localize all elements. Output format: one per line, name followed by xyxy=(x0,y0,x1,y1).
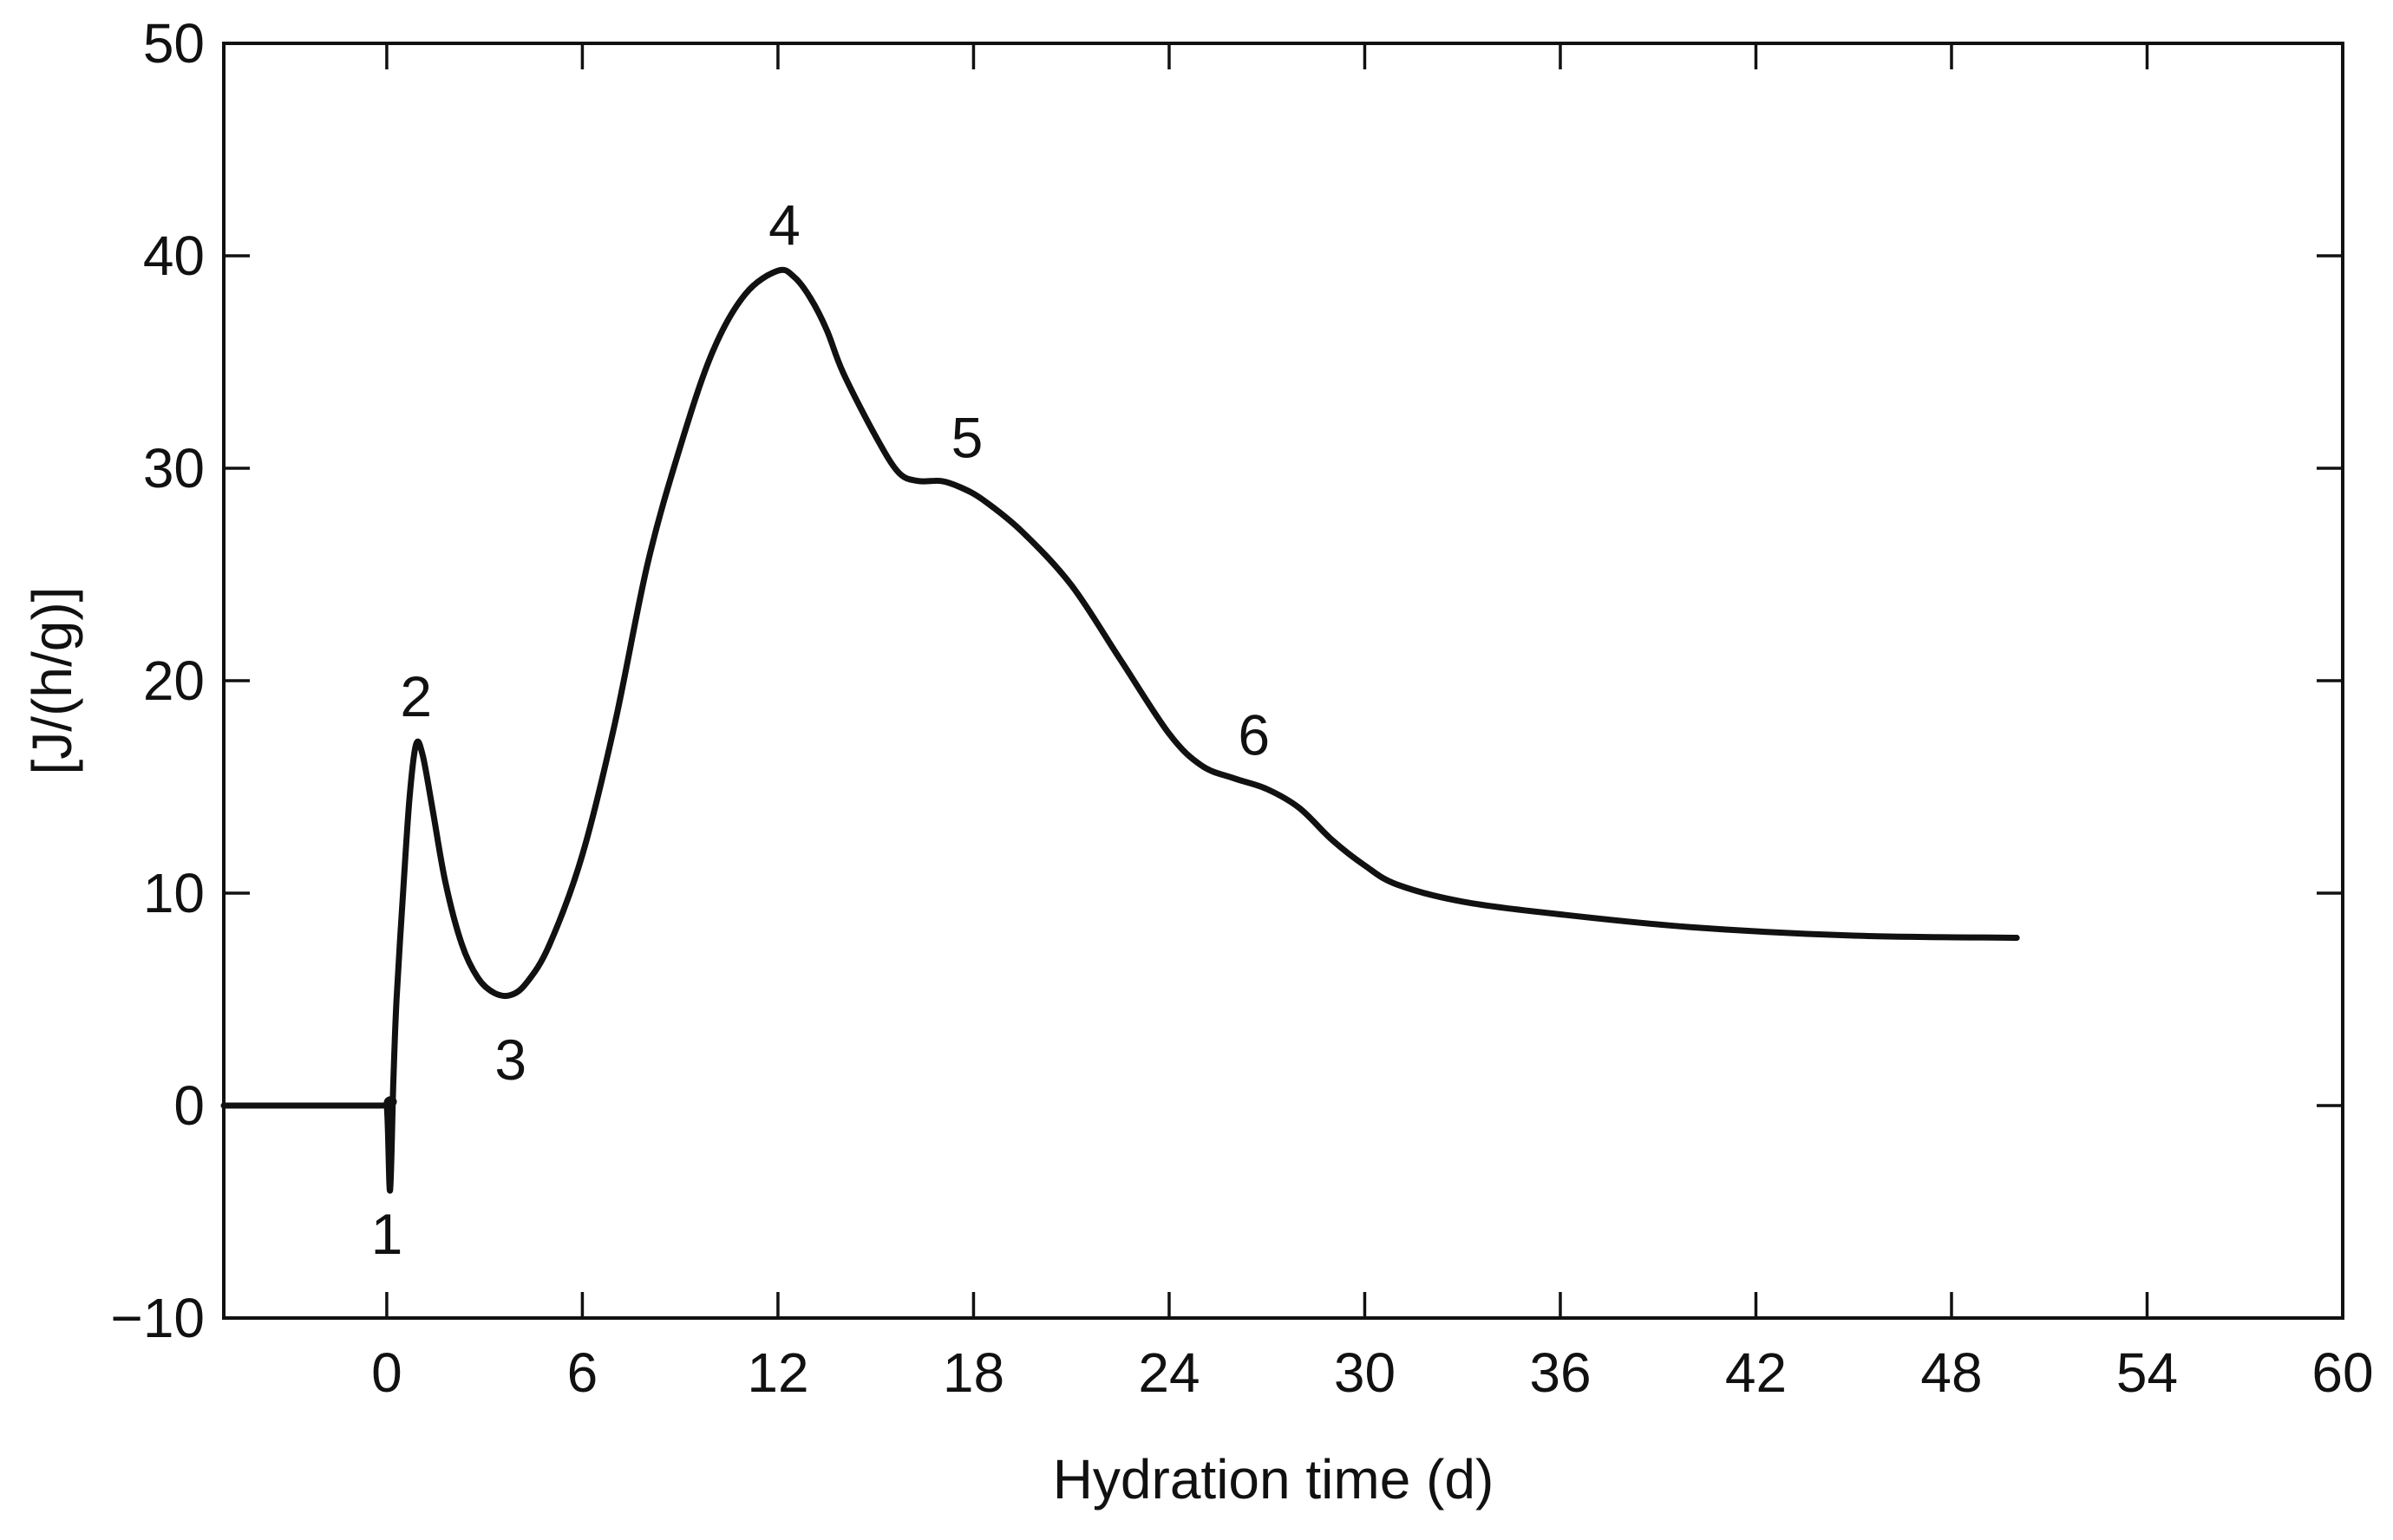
x-tick-label: 12 xyxy=(747,1341,808,1404)
x-tick-label: 30 xyxy=(1334,1341,1396,1404)
plot-frame xyxy=(222,42,2344,1320)
y-axis-title: [J/(h/g)] xyxy=(21,587,83,775)
annotation-label: 6 xyxy=(1238,702,1270,767)
y-tick-label: 0 xyxy=(173,1074,205,1137)
x-tick-label: 18 xyxy=(943,1341,1004,1404)
x-tick-label: 6 xyxy=(567,1341,598,1404)
x-tick-label: 0 xyxy=(371,1341,402,1404)
x-axis-title: Hydration time (d) xyxy=(1053,1448,1494,1511)
y-tick-label: 20 xyxy=(143,649,205,712)
peak-annotations: 1 2 3 4 5 6 xyxy=(371,192,1270,1266)
y-tick-label: 50 xyxy=(143,12,205,75)
x-tick-label: 42 xyxy=(1725,1341,1787,1404)
x-tick-label: 24 xyxy=(1138,1341,1200,1404)
axis-ticks xyxy=(224,43,2343,1318)
x-tick-label: 48 xyxy=(1920,1341,1982,1404)
y-tick-label: 10 xyxy=(143,862,205,924)
annotation-label: 2 xyxy=(400,664,432,728)
annotation-label: 4 xyxy=(768,192,801,257)
x-tick-label: 36 xyxy=(1529,1341,1591,1404)
x-tick-label: 60 xyxy=(2311,1341,2373,1404)
annotation-label: 3 xyxy=(494,1028,526,1092)
y-tick-label: −10 xyxy=(110,1287,205,1349)
series-line xyxy=(220,266,2020,1194)
y-tick-label: 40 xyxy=(143,225,205,287)
y-tick-label: 30 xyxy=(143,437,205,499)
annotation-label: 5 xyxy=(951,405,984,469)
annotation-label: 1 xyxy=(371,1202,403,1266)
x-tick-label: 54 xyxy=(2116,1341,2178,1404)
